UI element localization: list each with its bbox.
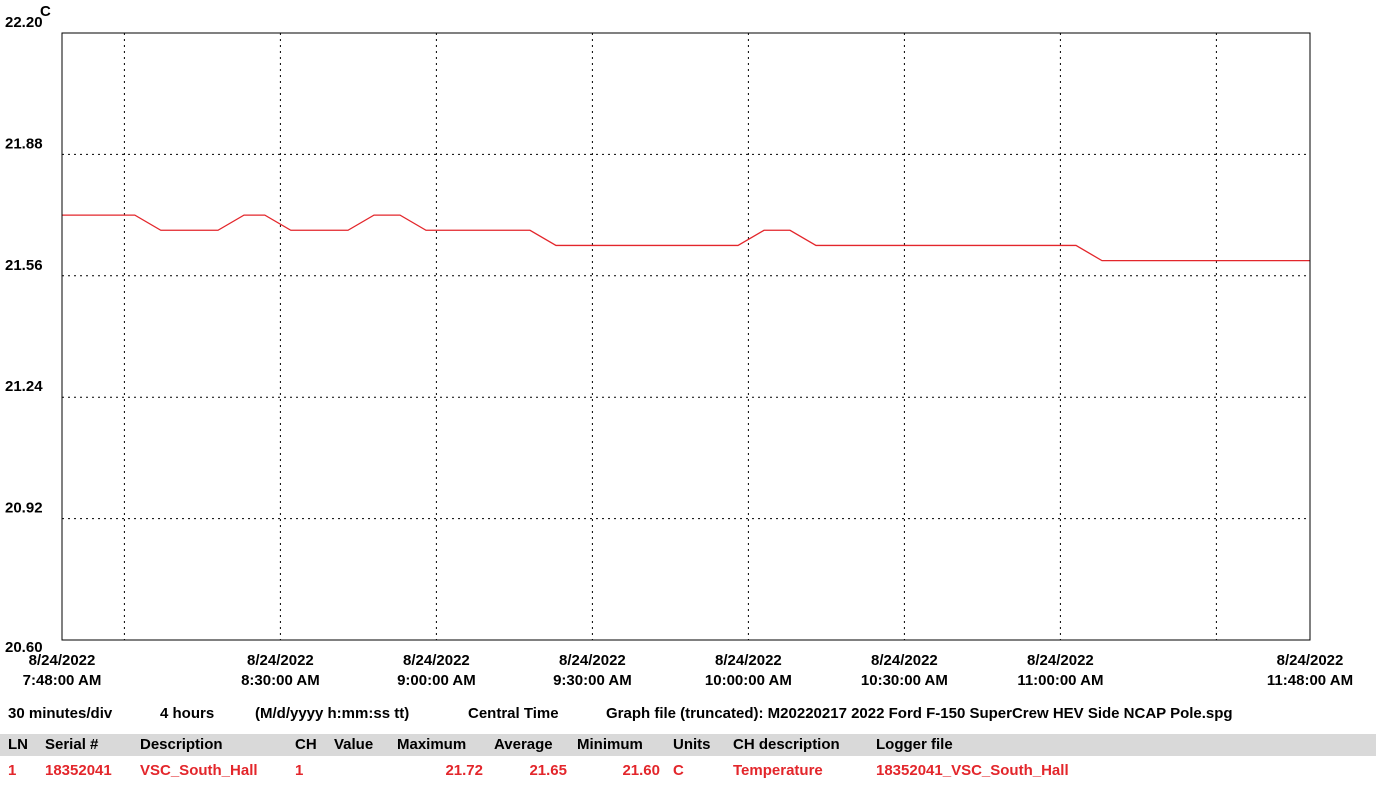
cell: 21.65 — [529, 762, 567, 779]
cell: 18352041_VSC_South_Hall — [876, 762, 1069, 779]
plot-frame — [61, 32, 1311, 641]
x-tick-date: 8/24/2022 — [403, 652, 470, 669]
data-line — [62, 214, 1310, 262]
cell: Temperature — [733, 762, 823, 779]
footer-text: 4 hours — [160, 705, 214, 722]
x-tick-time: 10:30:00 AM — [861, 672, 948, 689]
footer-text: (M/d/yyyy h:mm:ss tt) — [255, 705, 409, 722]
x-tick-date: 8/24/2022 — [247, 652, 314, 669]
column-header: Value — [334, 736, 373, 753]
footer: 30 minutes/div 4 hours (M/d/yyyy h:mm:ss… — [8, 705, 1233, 722]
cell: 21.60 — [622, 762, 660, 779]
footer-text: Central Time — [468, 705, 559, 722]
column-header: CH — [295, 736, 317, 753]
x-tick-time: 11:00:00 AM — [1017, 672, 1103, 689]
x-tick-date: 8/24/2022 — [715, 652, 782, 669]
y-tick-label: 20.60 — [5, 639, 43, 656]
x-tick-time: 9:30:00 AM — [553, 672, 632, 689]
cell: C — [673, 762, 684, 779]
x-tick-date: 8/24/2022 — [1277, 652, 1344, 669]
x-tick-time: 9:00:00 AM — [397, 672, 476, 689]
column-header: Maximum — [397, 736, 466, 753]
y-tick-label: 21.24 — [5, 378, 43, 395]
column-header: Minimum — [577, 736, 643, 753]
column-header: Serial # — [45, 736, 99, 753]
table-row: 1 18352041 VSC_South_Hall 1 21.72 21.65 … — [8, 762, 1069, 779]
footer-text: 30 minutes/div — [8, 705, 113, 722]
x-tick-time: 8:30:00 AM — [241, 672, 320, 689]
x-tick-time: 7:48:00 AM — [23, 672, 102, 689]
table-header-band — [0, 734, 1376, 756]
table-header: LN Serial # Description CH Value Maximum… — [8, 736, 953, 753]
x-tick-date: 8/24/2022 — [1027, 652, 1094, 669]
column-header: Units — [673, 736, 711, 753]
x-tick-date: 8/24/2022 — [559, 652, 626, 669]
footer-text: Graph file (truncated): M20220217 2022 F… — [606, 705, 1233, 722]
x-tick-date: 8/24/2022 — [871, 652, 938, 669]
y-tick-label: 21.88 — [5, 135, 43, 152]
cell: 18352041 — [45, 762, 112, 779]
column-header: CH description — [733, 736, 840, 753]
plot: 20.60 20.92 21.24 21.56 21.88 22.20 8/24/2022 7… — [5, 14, 1353, 689]
y-tick-label: 21.56 — [5, 257, 43, 274]
column-header: Logger file — [876, 736, 953, 753]
x-tick-time: 11:48:00 AM — [1267, 672, 1353, 689]
cell: 1 — [295, 762, 303, 779]
y-axis-unit: C — [40, 3, 51, 20]
column-header: LN — [8, 736, 28, 753]
cell: VSC_South_Hall — [140, 762, 258, 779]
column-header: Average — [494, 736, 553, 753]
y-tick-label: 20.92 — [5, 500, 43, 517]
cell: 1 — [8, 762, 16, 779]
x-tick-date: 8/24/2022 — [29, 652, 96, 669]
column-header: Description — [140, 736, 223, 753]
cell: 21.72 — [445, 762, 483, 779]
x-tick-time: 10:00:00 AM — [705, 672, 792, 689]
y-tick-label: 22.20 — [5, 14, 43, 31]
